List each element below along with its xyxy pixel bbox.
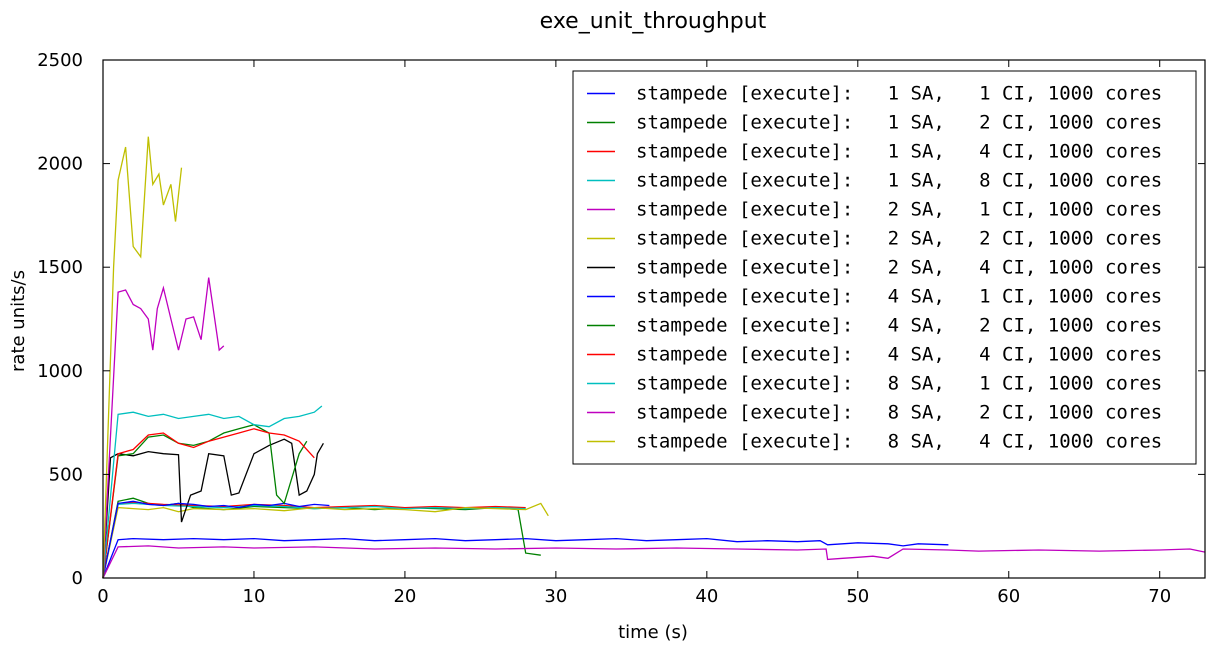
x-tick-label-4: 40 — [695, 586, 718, 607]
x-tick-label-1: 10 — [243, 586, 266, 607]
series-line-6 — [102, 502, 549, 579]
series-line-5 — [102, 545, 1206, 579]
legend-label-11: stampede [execute]: 8 SA, 1 CI, 1000 cor… — [636, 373, 1162, 395]
y-tick-label-2: 1000 — [37, 361, 83, 382]
legend-label-5: stampede [execute]: 2 SA, 1 CI, 1000 cor… — [636, 199, 1162, 221]
series-line-12 — [102, 277, 225, 579]
legend-label-6: stampede [execute]: 2 SA, 2 CI, 1000 cor… — [636, 228, 1162, 250]
y-axis-label: rate units/s — [8, 270, 29, 372]
x-tick-label-5: 50 — [846, 586, 869, 607]
plot-frame — [102, 59, 1206, 579]
legend-label-12: stampede [execute]: 8 SA, 2 CI, 1000 cor… — [636, 402, 1162, 424]
series-line-1 — [102, 537, 949, 579]
legend-label-7: stampede [execute]: 2 SA, 4 CI, 1000 cor… — [636, 257, 1162, 279]
legend-box — [572, 70, 1197, 465]
series-line-7 — [102, 438, 324, 579]
series-line-13 — [102, 136, 183, 579]
x-tick-label-3: 30 — [544, 586, 567, 607]
series-line-10 — [102, 428, 315, 579]
legend-label-8: stampede [execute]: 4 SA, 1 CI, 1000 cor… — [636, 286, 1162, 308]
legend-label-1: stampede [execute]: 1 SA, 1 CI, 1000 cor… — [636, 83, 1162, 105]
y-tick-label-0: 0 — [72, 568, 83, 589]
axis-ticks: 0 10 20 30 40 50 60 70 0 500 1000 1500 2000 2500 — [37, 50, 1205, 607]
y-tick-label-3: 1500 — [37, 257, 83, 278]
legend-label-10: stampede [execute]: 4 SA, 4 CI, 1000 cor… — [636, 344, 1162, 366]
x-tick-label-2: 20 — [393, 586, 416, 607]
legend-label-13: stampede [execute]: 8 SA, 4 CI, 1000 cor… — [636, 431, 1162, 453]
legend-label-9: stampede [execute]: 4 SA, 2 CI, 1000 cor… — [636, 315, 1162, 337]
x-tick-label-6: 60 — [997, 586, 1020, 607]
plot-area — [102, 136, 1206, 579]
legend-label-3: stampede [execute]: 1 SA, 4 CI, 1000 cor… — [636, 141, 1162, 163]
y-tick-label-4: 2000 — [37, 154, 83, 175]
y-tick-label-5: 2500 — [37, 50, 83, 71]
legend-label-4: stampede [execute]: 1 SA, 8 CI, 1000 cor… — [636, 170, 1162, 192]
series-line-2 — [102, 497, 541, 579]
x-tick-label-0: 0 — [97, 586, 108, 607]
legend-label-2: stampede [execute]: 1 SA, 2 CI, 1000 cor… — [636, 112, 1162, 134]
series-line-11 — [102, 405, 323, 579]
x-tick-label-7: 70 — [1148, 586, 1171, 607]
x-axis-label: time (s) — [618, 622, 688, 643]
y-tick-label-1: 500 — [49, 464, 83, 485]
series-line-9 — [102, 424, 308, 579]
legend: stampede [execute]: 1 SA, 1 CI, 1000 cor… — [572, 70, 1197, 465]
chart-title: exe_unit_throughput — [540, 9, 767, 34]
series-line-8 — [102, 500, 330, 579]
